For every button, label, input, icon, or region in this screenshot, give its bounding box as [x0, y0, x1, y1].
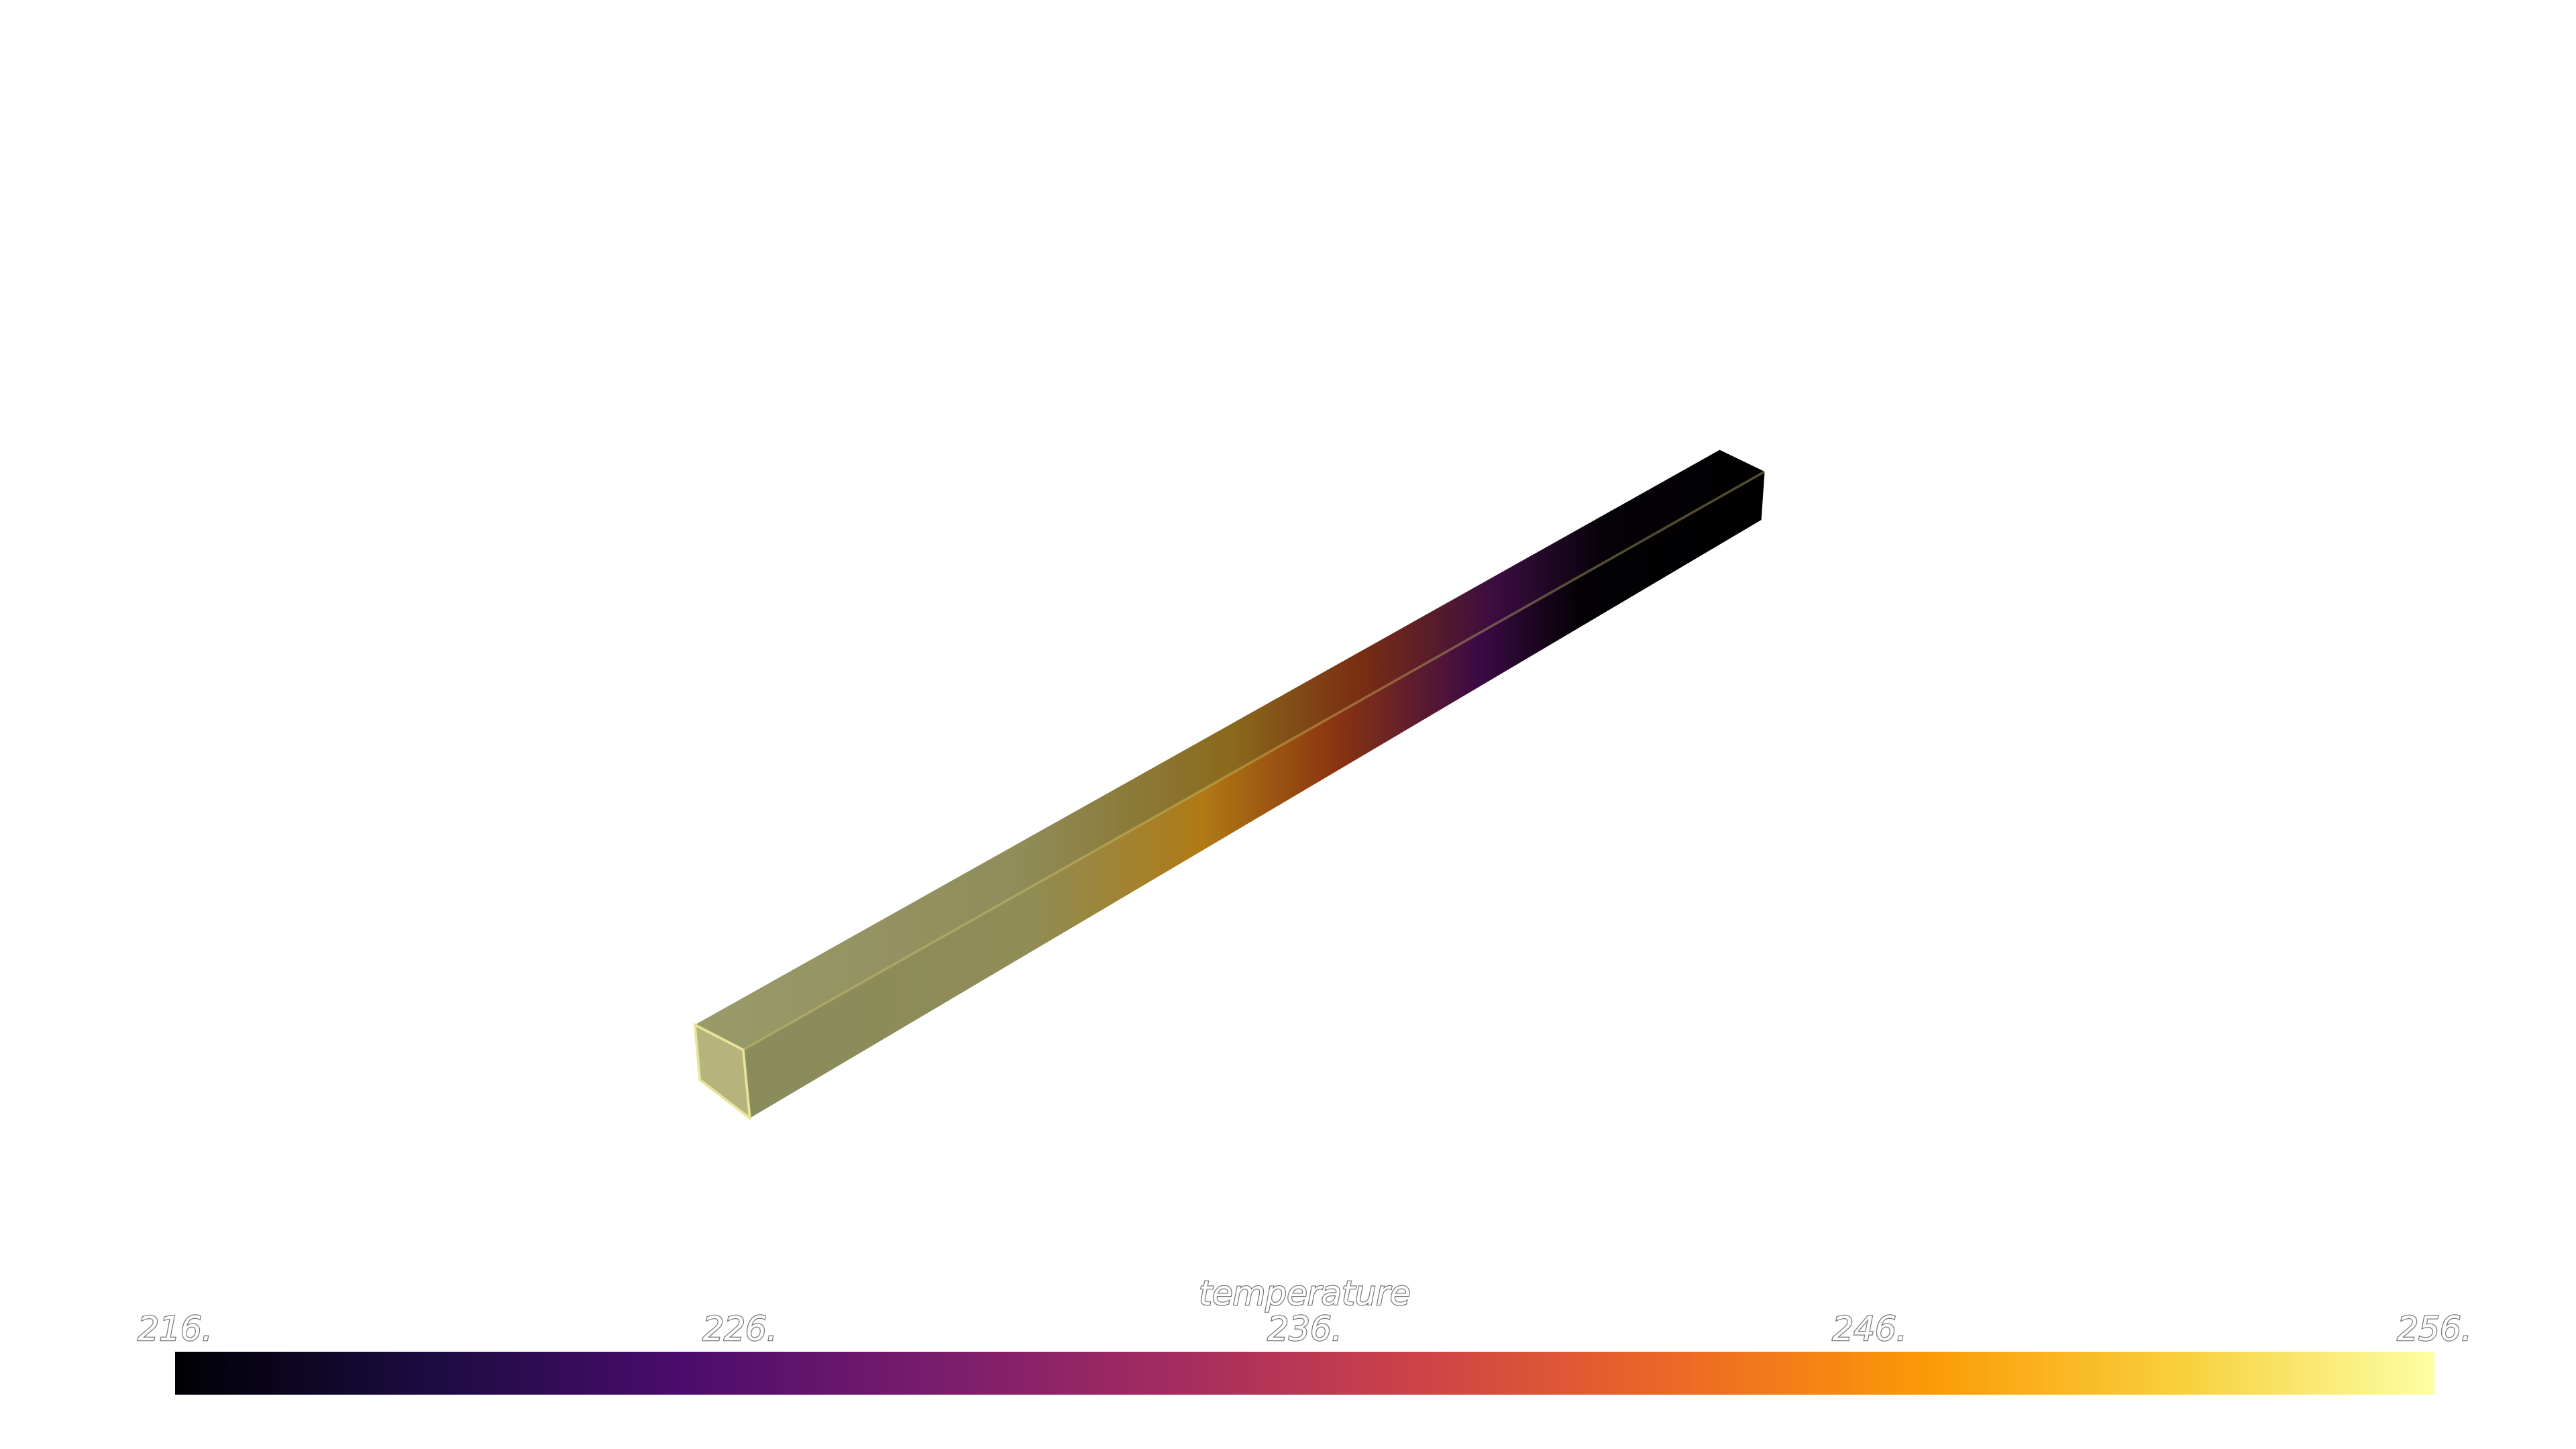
tick-label: 256.	[2397, 1309, 2471, 1348]
tick-label: 216.	[138, 1309, 212, 1348]
bar-top-face	[694, 449, 1765, 1050]
bar-edge	[742, 470, 1766, 1051]
tick-label: 236.	[1267, 1309, 1342, 1348]
tick-label: 226.	[702, 1309, 777, 1348]
bar-side-face	[743, 471, 1765, 1118]
scalar-bar: temperature 216. 226. 236. 246. 256.	[137, 1273, 2473, 1395]
tick-label: 246.	[1832, 1309, 1907, 1348]
color-bar	[175, 1352, 2434, 1395]
scalar-bar-title: temperature	[1199, 1274, 1410, 1313]
bar-end-face	[693, 1022, 752, 1121]
bar-3d	[693, 449, 1766, 1121]
